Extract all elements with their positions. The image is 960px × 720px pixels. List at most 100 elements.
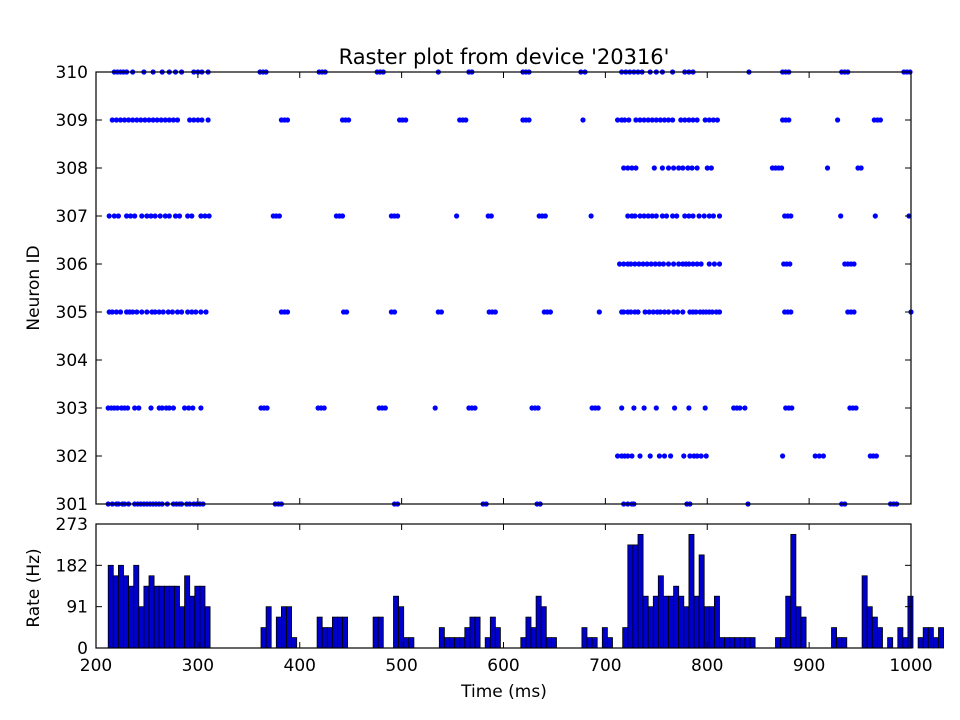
spike-point bbox=[438, 309, 444, 315]
spike-point bbox=[625, 453, 631, 459]
spike-point bbox=[621, 309, 627, 315]
rate-bar bbox=[189, 595, 196, 649]
spike-point bbox=[139, 309, 145, 315]
spike-point bbox=[391, 309, 398, 315]
rate-bar bbox=[739, 637, 746, 649]
spike-point bbox=[472, 405, 478, 411]
spike-point bbox=[653, 117, 659, 123]
spike-point bbox=[206, 213, 212, 219]
spike-point bbox=[166, 405, 172, 411]
spike-point bbox=[488, 213, 494, 219]
rate-bar bbox=[678, 595, 685, 649]
rate-bar bbox=[647, 606, 654, 649]
spike-point bbox=[193, 309, 199, 315]
rate-bar bbox=[622, 627, 629, 649]
rate-ytick-label: 91 bbox=[66, 598, 88, 618]
rate-bar bbox=[545, 637, 552, 649]
spike-point bbox=[637, 453, 643, 459]
raster-frame bbox=[95, 71, 912, 505]
spike-point bbox=[694, 261, 700, 267]
spike-point bbox=[152, 309, 158, 315]
spike-point bbox=[787, 261, 793, 267]
spike-point bbox=[668, 453, 674, 459]
spike-point bbox=[674, 213, 680, 219]
rate-bar bbox=[551, 637, 557, 649]
rate-bar bbox=[153, 585, 160, 649]
spike-point bbox=[665, 261, 672, 267]
spike-point bbox=[653, 213, 659, 219]
spike-point bbox=[111, 213, 117, 219]
spike-point bbox=[788, 309, 794, 315]
rate-bar bbox=[795, 606, 802, 649]
spike-point bbox=[628, 309, 634, 315]
spike-point bbox=[174, 117, 181, 123]
rate-bar bbox=[902, 637, 909, 649]
rate-bar bbox=[291, 637, 298, 649]
spike-point bbox=[663, 213, 670, 219]
rate-xtick-label: 200 bbox=[80, 656, 112, 676]
spike-point bbox=[189, 309, 195, 315]
spike-point bbox=[651, 165, 657, 171]
rate-bar bbox=[408, 637, 415, 649]
rate-bar bbox=[484, 637, 491, 649]
spike-point bbox=[542, 213, 548, 219]
rate-bar bbox=[148, 575, 155, 649]
rate-bar bbox=[698, 554, 705, 649]
rate-bar bbox=[607, 637, 613, 649]
rate-bar bbox=[642, 595, 649, 649]
spike-point bbox=[619, 405, 625, 411]
spike-point bbox=[622, 117, 628, 123]
spike-point bbox=[698, 261, 704, 267]
spike-point bbox=[702, 405, 708, 411]
spike-point bbox=[737, 405, 743, 411]
spike-point bbox=[138, 117, 144, 123]
spike-point bbox=[656, 453, 663, 459]
rate-bar bbox=[173, 585, 180, 649]
spike-point bbox=[649, 117, 655, 123]
rate-bar bbox=[836, 637, 843, 649]
rate-bar bbox=[897, 627, 904, 649]
rate-bar bbox=[938, 627, 944, 649]
spike-point bbox=[694, 117, 700, 123]
rate-bar bbox=[316, 616, 323, 649]
rate-bar bbox=[734, 637, 741, 649]
spike-point bbox=[454, 213, 460, 219]
spike-point bbox=[346, 117, 352, 123]
spike-point bbox=[632, 261, 638, 267]
spike-point bbox=[657, 309, 664, 315]
spike-point bbox=[659, 213, 666, 219]
spike-point bbox=[788, 213, 794, 219]
spike-point bbox=[142, 117, 148, 123]
raster-ytick-label: 308 bbox=[56, 159, 88, 179]
rate-bar bbox=[520, 637, 527, 649]
spike-point bbox=[835, 117, 841, 123]
rate-xtick-label: 500 bbox=[385, 656, 417, 676]
spike-point bbox=[190, 405, 196, 411]
spike-point bbox=[547, 309, 554, 315]
raster-ylabel: Neuron ID bbox=[24, 245, 44, 330]
rate-bar bbox=[800, 616, 807, 649]
rate-xlabel: Time (ms) bbox=[460, 682, 547, 702]
spike-point bbox=[703, 453, 709, 459]
spike-point bbox=[742, 405, 748, 411]
spike-point bbox=[779, 165, 785, 171]
rate-bar bbox=[719, 637, 725, 649]
spike-point bbox=[678, 117, 684, 123]
spike-point bbox=[682, 213, 688, 219]
spike-point bbox=[617, 261, 623, 267]
spike-point bbox=[185, 213, 191, 219]
spike-point bbox=[629, 165, 635, 171]
spike-point bbox=[702, 117, 708, 123]
spike-point bbox=[185, 309, 191, 315]
rate-bar bbox=[841, 637, 848, 649]
spike-point bbox=[264, 405, 270, 411]
spike-point bbox=[650, 309, 656, 315]
rate-xtick-label: 600 bbox=[487, 656, 519, 676]
rate-bar bbox=[158, 585, 165, 649]
rate-bar bbox=[326, 627, 333, 649]
spike-point bbox=[144, 309, 150, 315]
spike-point bbox=[858, 165, 864, 171]
spike-point bbox=[693, 309, 699, 315]
rate-bar bbox=[540, 606, 547, 649]
rate-bar bbox=[133, 564, 140, 649]
